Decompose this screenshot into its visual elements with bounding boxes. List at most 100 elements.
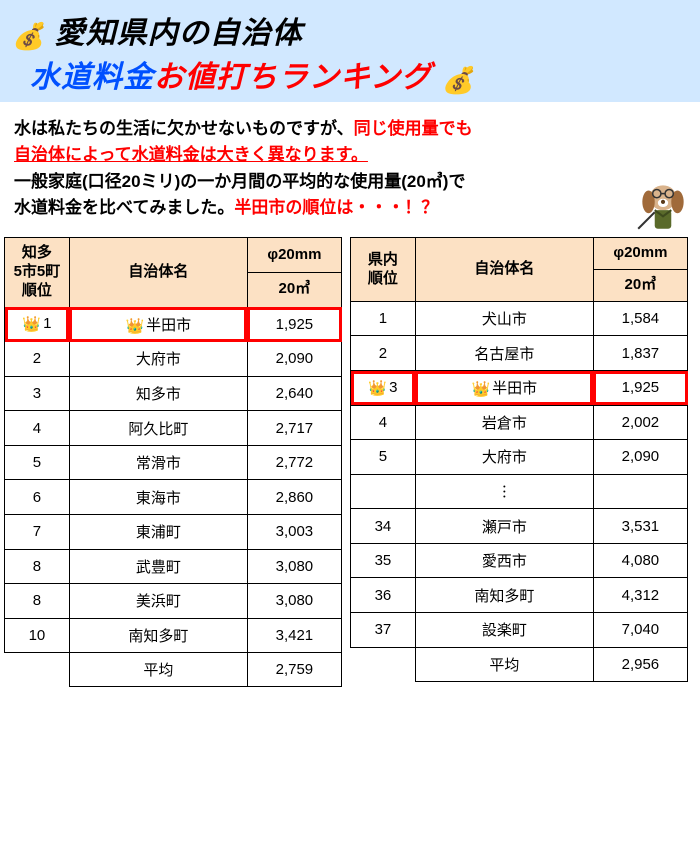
value-cell: 2,640: [247, 376, 341, 411]
rank-cell: 7: [5, 515, 70, 550]
name-cell: 常滑市: [69, 445, 247, 480]
name-cell: 大府市: [415, 440, 593, 475]
table-row: 2大府市2,090: [5, 342, 342, 377]
right-avg-label: 平均: [415, 647, 593, 681]
value-cell: 3,080: [247, 549, 341, 584]
name-cell: 瀬戸市: [415, 509, 593, 544]
value-cell: 1,837: [593, 336, 687, 371]
rank-cell: 8: [5, 584, 70, 619]
table-row: 4岩倉市2,002: [351, 405, 688, 440]
name-cell: 岩倉市: [415, 405, 593, 440]
value-cell: 3,003: [247, 515, 341, 550]
rank-cell: 2: [5, 342, 70, 377]
value-cell: 1,584: [593, 301, 687, 336]
name-cell: 美浜町: [69, 584, 247, 619]
rank-cell: 1: [351, 301, 416, 336]
table-row: 👑1👑半田市1,925: [5, 307, 342, 342]
right-avg-value: 2,956: [593, 647, 687, 681]
table-row: 8美浜町3,080: [5, 584, 342, 619]
table-row: 10南知多町3,421: [5, 618, 342, 653]
title-line-2: 水道料金お値打ちランキング 💰: [12, 52, 688, 96]
value-cell: 2,772: [247, 445, 341, 480]
money-bag-icon: 💰: [441, 65, 474, 96]
title-text-blue: 水道料金: [30, 61, 154, 94]
left-avg-value: 2,759: [247, 653, 341, 687]
value-cell: 2,090: [593, 440, 687, 475]
name-cell: 大府市: [69, 342, 247, 377]
crown-icon: 👑: [22, 315, 41, 333]
table-row: 5常滑市2,772: [5, 445, 342, 480]
rank-cell: 5: [351, 440, 416, 475]
rank-cell: 5: [5, 445, 70, 480]
right-th-bot: 20㎥: [593, 270, 687, 302]
name-cell: 武豊町: [69, 549, 247, 584]
value-cell: 2,717: [247, 411, 341, 446]
value-cell: [593, 474, 687, 509]
intro-p4b: 半田市の順位は・・・！？: [234, 198, 438, 217]
crown-icon: 👑: [125, 317, 144, 335]
title-block: 💰 愛知県内の自治体 水道料金お値打ちランキング 💰: [0, 0, 700, 102]
value-cell: 3,421: [247, 618, 341, 653]
money-bag-icon: 💰: [12, 21, 45, 52]
intro-p2: 自治体によって水道料金は大きく異なります。: [14, 145, 368, 164]
rank-cell: [351, 474, 416, 509]
name-cell: 南知多町: [69, 618, 247, 653]
title-line-1: 💰 愛知県内の自治体: [12, 8, 688, 52]
name-cell: 👑半田市: [415, 371, 593, 406]
name-cell: 阿久比町: [69, 411, 247, 446]
crown-icon: 👑: [368, 379, 387, 397]
rank-cell: 10: [5, 618, 70, 653]
value-cell: 4,080: [593, 543, 687, 578]
rank-cell: 4: [5, 411, 70, 446]
rank-cell: 3: [5, 376, 70, 411]
intro-p1a: 水は私たちの生活に欠かせないものですが、: [14, 119, 354, 138]
rank-cell: 6: [5, 480, 70, 515]
left-th-top: φ20mm: [247, 238, 341, 273]
name-cell: 東浦町: [69, 515, 247, 550]
value-cell: 1,925: [593, 371, 687, 406]
table-row: 1犬山市1,584: [351, 301, 688, 336]
value-cell: 3,531: [593, 509, 687, 544]
name-cell: 名古屋市: [415, 336, 593, 371]
rank-cell: 35: [351, 543, 416, 578]
title-text-1: 愛知県内の自治体: [55, 17, 303, 50]
right-th-top: φ20mm: [593, 238, 687, 270]
name-cell: 南知多町: [415, 578, 593, 613]
tables-wrap: 知多 5市5町 順位 自治体名 φ20mm 20㎥ 👑1👑半田市1,9252大府…: [0, 231, 700, 681]
title-text-red: お値打ちランキング: [154, 61, 432, 94]
name-cell: 👑半田市: [69, 307, 247, 342]
name-cell: 知多市: [69, 376, 247, 411]
intro-p1b: 同じ使用量でも: [354, 119, 473, 138]
value-cell: 7,040: [593, 612, 687, 647]
table-row: 👑3👑半田市1,925: [351, 371, 688, 406]
intro-p4a: 水道料金を比べてみました。: [14, 198, 234, 217]
rank-cell: 34: [351, 509, 416, 544]
value-cell: 3,080: [247, 584, 341, 619]
right-th-rank: 県内 順位: [351, 238, 416, 302]
rank-cell: 4: [351, 405, 416, 440]
right-th-name: 自治体名: [415, 238, 593, 302]
rank-cell: 2: [351, 336, 416, 371]
left-th-rank: 知多 5市5町 順位: [5, 238, 70, 307]
table-row: 7東浦町3,003: [5, 515, 342, 550]
left-table: 知多 5市5町 順位 自治体名 φ20mm 20㎥ 👑1👑半田市1,9252大府…: [4, 237, 342, 687]
table-row: 36南知多町4,312: [351, 578, 688, 613]
rank-cell: 👑3: [351, 371, 416, 406]
name-cell: 愛西市: [415, 543, 593, 578]
left-tbody: 👑1👑半田市1,9252大府市2,0903知多市2,6404阿久比町2,7175…: [5, 307, 342, 653]
table-row: 6東海市2,860: [5, 480, 342, 515]
table-row: ︙: [351, 474, 688, 509]
rank-cell: 👑1: [5, 307, 70, 342]
table-row: 3知多市2,640: [5, 376, 342, 411]
value-cell: 2,860: [247, 480, 341, 515]
name-cell: 犬山市: [415, 301, 593, 336]
intro-text: 水は私たちの生活に欠かせないものですが、同じ使用量でも 自治体によって水道料金は…: [0, 102, 700, 231]
table-row: 4阿久比町2,717: [5, 411, 342, 446]
value-cell: 2,002: [593, 405, 687, 440]
table-row: 37設楽町7,040: [351, 612, 688, 647]
left-avg-label: 平均: [69, 653, 247, 687]
left-th-name: 自治体名: [69, 238, 247, 307]
value-cell: 1,925: [247, 307, 341, 342]
right-table: 県内 順位 自治体名 φ20mm 20㎥ 1犬山市1,5842名古屋市1,837…: [350, 237, 688, 681]
rank-cell: 36: [351, 578, 416, 613]
